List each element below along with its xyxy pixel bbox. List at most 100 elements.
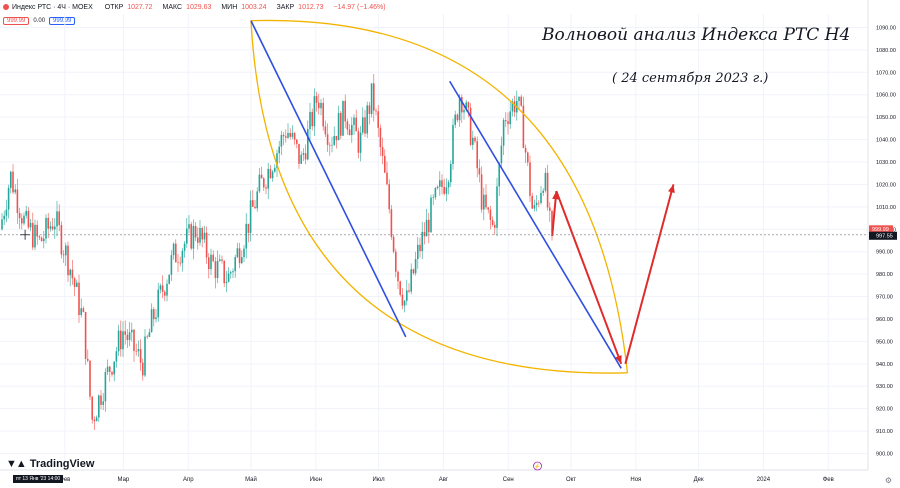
candle-body [227,273,230,282]
trade-row: 999.99 0.00 999.99 [3,15,79,26]
candle-body [3,215,5,220]
candle-body [315,96,318,103]
buy-button[interactable]: 999.99 [49,16,76,25]
candle-body [359,132,362,153]
candle-body [245,223,247,249]
candle-body [320,102,322,109]
last-price-tag [869,231,897,240]
candle-body [408,290,410,292]
candle-body [540,192,542,204]
candle-body [434,188,437,198]
candle-body [487,207,489,210]
candle-body [509,111,511,125]
candle-body [67,245,69,276]
candle-body [144,336,146,376]
currency-selector[interactable]: USD [877,3,890,9]
forecast-arrow-line [555,190,623,365]
candle-body [538,202,540,204]
candle-body [346,121,349,130]
candle-body [309,111,311,130]
candle-body [289,132,291,137]
candle-body [223,260,225,284]
y-tick-label: 920.00 [876,407,893,413]
open-label: ОТКР [104,3,124,11]
candle-body [285,136,287,138]
candle-body [23,215,25,224]
y-tick-label: 910.00 [876,429,893,435]
candle-body [542,190,544,193]
candle-body [476,141,478,169]
candle-body [29,222,32,228]
candle-body [421,231,423,252]
candle-body [362,117,364,133]
y-tick-label: 1060.00 [876,93,896,99]
candle-body [10,171,12,188]
candle-body [318,102,320,109]
candle-body [348,129,351,136]
x-tick-label: 2024 [757,477,771,483]
candle-body [276,153,278,168]
candle-body [128,332,131,340]
candle-body [84,311,87,359]
sell-price-tag-text: 999.99 [872,227,889,233]
candle-body [201,227,203,240]
candle-body [463,109,465,113]
candle-body [381,147,384,156]
candle-body [340,113,342,136]
symbol-title[interactable]: Индекс РТС · 4Ч · MOEX [12,3,93,11]
close-label: ЗАКР [276,3,295,11]
candle-body [465,102,467,110]
drawings-layer [0,19,868,374]
candle-body [186,228,188,244]
event-lightning-icon: ⚡ [534,463,540,470]
y-tick-label: 1070.00 [876,70,896,76]
candle-body [117,330,120,352]
x-tick-label: Июл [372,477,385,483]
low-label: МИН [221,3,238,11]
candle-body [12,171,14,193]
x-tick-label: Апр [183,477,194,483]
candle-body [27,210,30,228]
x-tick-label: Май [245,476,257,483]
candle-body [47,217,49,229]
candle-body [549,207,551,211]
candle-body [43,238,45,242]
candle-body [342,100,344,136]
candle-body [93,419,96,422]
time-axis[interactable]: Фев Мар Апр Май Июн Июл Авг Сен Окт Ноя Дек 2024 Фев… [0,461,868,483]
high-value: 1029.63 [186,3,212,11]
candle-body [25,210,27,216]
candle-body [454,114,456,125]
candle-body [401,294,404,306]
candle-body [260,174,263,179]
y-tick-label: 1020.00 [876,182,896,188]
candle-body [403,300,406,306]
candle-body [535,202,538,206]
forecast-arrow-head [668,184,675,194]
candle-body [243,248,245,258]
candle-body [1,219,3,230]
x-tick-label: Авг [439,477,449,483]
candle-body [300,154,302,164]
y-tick-label: 950.00 [876,339,893,345]
candle-body [491,219,494,225]
y-tick-label: 980.00 [876,272,893,278]
settings-gear-icon[interactable]: ⚙ [884,476,892,485]
y-tick-label: 1050.00 [876,115,896,121]
candle-body [91,396,93,420]
price-axis[interactable]: 900.00 910.00 920.00 930.00 940.00 950.00 960.… [867,0,900,488]
candle-body [522,105,525,148]
wave-line [448,80,622,369]
forecast-arrow-head [615,355,622,364]
candle-body [49,226,52,229]
candle-body [194,225,197,238]
candle-body [153,309,155,320]
candle-body [551,210,553,233]
candle-body [296,139,298,144]
candle-body [544,172,547,191]
candle-body [157,289,159,318]
candle-body [190,224,192,249]
sell-button[interactable]: 999.99 [3,16,30,25]
